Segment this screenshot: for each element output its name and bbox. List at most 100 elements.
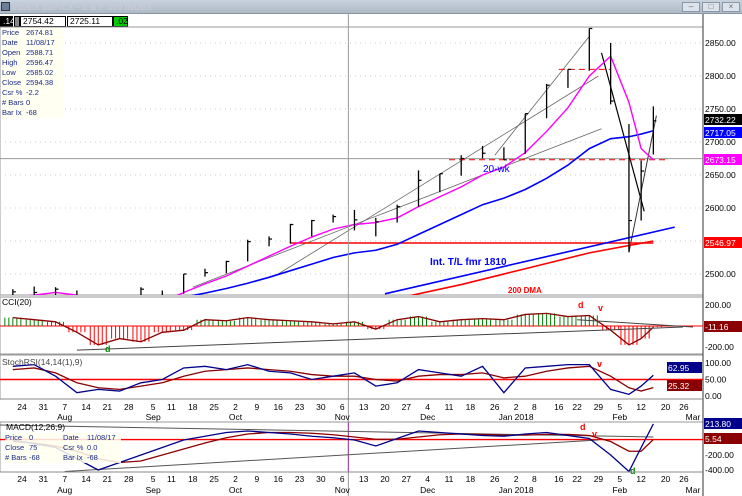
databox-row: Date 11/08/17 [63, 433, 121, 443]
price-tag: 2732.22 [705, 115, 736, 125]
maximize-button[interactable]: □ [702, 2, 720, 12]
x-tick-label: 16 [273, 402, 283, 412]
databox-row: Bar Ix -68 [2, 108, 64, 118]
price-tag: 2546.97 [705, 238, 736, 248]
databox-row: # Bars -68 [5, 453, 63, 463]
x-tick-label: 20 [661, 474, 671, 484]
databox-key: # Bars [2, 98, 24, 107]
x-tick-label: 23 [295, 474, 305, 484]
trendline-gray [494, 36, 590, 156]
databox-key: Open [2, 48, 21, 57]
x-tick-label: 11 [167, 474, 176, 484]
macd-axis-label: -200.00 [705, 450, 734, 460]
stoch-signal-line [12, 365, 654, 392]
databox-key: Date [2, 38, 18, 47]
price-axis-label: 2800.00 [705, 71, 736, 81]
trendline-gray [277, 75, 599, 275]
x-tick-label: 13 [359, 402, 369, 412]
x-tick-label: 7 [62, 474, 67, 484]
price-tag: 2717.05 [705, 128, 736, 138]
x-tick-label: 29 [594, 474, 604, 484]
trendline-black [628, 115, 657, 253]
databox-value: 2674.81 [26, 28, 54, 37]
macd-value-tag: 5.54 [705, 434, 722, 444]
cci-panel [0, 312, 703, 351]
x-tick-label: 16 [273, 474, 283, 484]
databox-key: Date [63, 433, 79, 442]
macd-annotation: v [592, 429, 597, 439]
x-tick-label: 4 [425, 402, 430, 412]
price-axis-label: 2650.00 [705, 170, 736, 180]
databox-key: Close [5, 443, 25, 452]
ma-blue-line [190, 130, 654, 295]
cci-trendline [76, 326, 684, 351]
macd-title: MACD(12,26,9) [6, 422, 66, 432]
x-tick-label: 20 [661, 402, 671, 412]
stochrsi-title: StochRSI(14,14(1),9) [2, 357, 83, 367]
x-tick-label: 13 [359, 474, 369, 484]
x-month-label: Aug [57, 485, 72, 495]
stochrsi-panel [0, 363, 703, 396]
databox-row: Price 0 [5, 433, 63, 443]
cci-tag-bg [704, 321, 742, 332]
cci-annotation: d [578, 300, 584, 310]
x-tick-label: 18 [188, 402, 198, 412]
x-tick-label: 5 [617, 474, 622, 484]
price-tag-bg [704, 154, 742, 165]
x-tick-label: 29 [594, 402, 604, 412]
x-tick-label: 21 [103, 402, 113, 412]
x-tick-label: 26 [679, 402, 689, 412]
x-tick-label: 30 [316, 402, 326, 412]
x-tick-label: 27 [402, 402, 412, 412]
macd-annotation: d [580, 422, 586, 432]
x-month-label: Sep [146, 412, 161, 422]
panel-frame-0 [0, 26, 704, 296]
databox-key: # Bars [5, 453, 27, 462]
x-tick-label: 5 [617, 402, 622, 412]
x-month-label: Dec [420, 485, 436, 495]
price-axis-label: 2750.00 [705, 104, 736, 114]
macd-tag-bg [704, 433, 742, 444]
x-month-label: Oct [229, 485, 243, 495]
x-tick-label: 21 [103, 474, 113, 484]
databox-value: 2596.47 [26, 58, 54, 67]
trendline-black [600, 52, 645, 212]
stoch-tag-bg [667, 380, 702, 391]
chart-annotation: 20-wk [483, 164, 511, 175]
x-tick-label: 24 [17, 402, 27, 412]
macd-trendline [64, 439, 599, 472]
databox-value: 11/08/17 [26, 38, 55, 47]
macd-data-box: Price 0 Date 11/08/17 Close 75 Csr % 0.0 # Bars -… [5, 433, 121, 463]
databox-row: Csr % -2.2 [2, 88, 64, 98]
x-tick-label: 22 [572, 402, 582, 412]
x-tick-label: 26 [490, 402, 500, 412]
x-tick-label: 7 [62, 402, 67, 412]
databox-key: Price [2, 28, 20, 37]
stoch-value-tag: 25.32 [668, 381, 690, 391]
price-tag-bg [704, 114, 742, 125]
x-tick-label: 9 [254, 474, 259, 484]
x-tick-label: 2 [514, 474, 519, 484]
x-tick-label: 6 [340, 474, 345, 484]
databox-key: Price [5, 433, 23, 442]
minimize-button[interactable]: – [682, 2, 700, 12]
x-tick-label: 14 [81, 474, 91, 484]
x-tick-label: 31 [39, 402, 49, 412]
databox-key: Close [2, 78, 22, 87]
x-month-label: Sep [146, 485, 161, 495]
price-axis-label: 2700.00 [705, 137, 736, 147]
close-button[interactable]: × [722, 2, 740, 12]
databox-value: 11/08/17 [87, 433, 116, 442]
databox-row: Bar Ix -68 [63, 453, 121, 463]
x-tick-label: 14 [81, 402, 91, 412]
databox-row: Date 11/08/17 [2, 38, 64, 48]
x-tick-label: 2 [233, 402, 238, 412]
x-tick-label: 27 [402, 474, 412, 484]
x-tick-label: 25 [209, 474, 219, 484]
x-tick-label: 8 [532, 474, 537, 484]
databox-value: 0.0 [87, 443, 98, 452]
cci-axis-label: 200.00 [705, 300, 731, 310]
databox-row: Close 2594.38 [2, 78, 64, 88]
stoch-value-tag: 62.95 [668, 363, 690, 373]
